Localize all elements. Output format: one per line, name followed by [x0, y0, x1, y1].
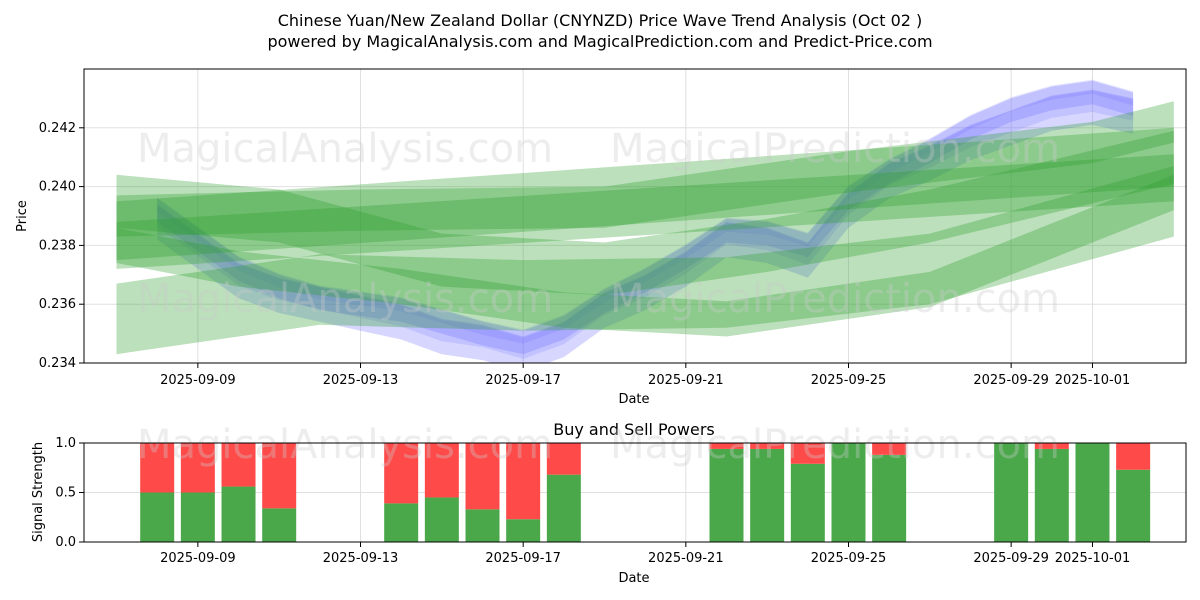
price-x-tick-label: 2025-09-17: [485, 373, 561, 388]
buy-bar: [750, 448, 785, 542]
price-x-tick-label: 2025-09-09: [160, 373, 236, 388]
buy-bar: [424, 497, 459, 542]
sell-bar: [384, 443, 419, 504]
sell-bar: [709, 443, 744, 449]
price-chart: MagicalAnalysis.com MagicalPrediction.co…: [15, 68, 1187, 407]
sell-bar: [140, 443, 175, 493]
sell-bar: [872, 443, 907, 455]
buy-bar: [872, 454, 907, 542]
watermark-6: MagicalPrediction.com: [610, 422, 1060, 468]
price-x-tick-label: 2025-09-21: [648, 373, 724, 388]
buy-bar: [180, 492, 215, 542]
price-y-tick-label: 0.236: [39, 297, 76, 312]
prediction-band-1: [116, 127, 1174, 261]
buy-bar: [790, 463, 825, 542]
price-y-tick-label: 0.234: [39, 356, 76, 371]
price-x-label: Date: [618, 392, 649, 407]
watermark-3: MagicalAnalysis.com: [137, 276, 553, 322]
sell-bar: [1116, 443, 1151, 470]
sell-bar: [506, 443, 541, 520]
signal-y-tick-label: 0.0: [55, 535, 76, 550]
buy-bar: [546, 474, 581, 542]
price-plot-frame: [83, 68, 1187, 364]
signal-chart: Buy and Sell Powers MagicalAnalysis.com …: [31, 420, 1187, 586]
watermark-1: MagicalAnalysis.com: [137, 126, 553, 172]
sell-bar: [221, 443, 256, 487]
sell-bar: [424, 443, 459, 498]
signal-y-label: Signal Strength: [31, 442, 46, 542]
history-band-1: [157, 89, 1134, 363]
sell-bar: [262, 443, 297, 509]
history-band-1-layer: [157, 90, 1134, 359]
signal-x-tick-label: 2025-09-17: [485, 551, 561, 566]
signal-x-tick-label: 2025-09-13: [323, 551, 399, 566]
watermark-2: MagicalPrediction.com: [610, 126, 1060, 172]
signal-y-tick-label: 0.5: [55, 486, 76, 501]
signal-x-tick-label: 2025-10-01: [1055, 551, 1131, 566]
signal-x-tick-label: 2025-09-29: [973, 551, 1049, 566]
buy-bar: [1075, 443, 1110, 542]
buy-bar: [1034, 448, 1069, 542]
price-x-tick-label: 2025-10-01: [1055, 373, 1131, 388]
prediction-band-2: [116, 154, 1174, 269]
chart-title-line2: powered by MagicalAnalysis.com and Magic…: [267, 32, 932, 51]
watermark-4: MagicalPrediction.com: [610, 276, 1060, 322]
signal-chart-title: Buy and Sell Powers: [553, 420, 715, 439]
chart-title-line1: Chinese Yuan/New Zealand Dollar (CNYNZD)…: [278, 11, 923, 30]
signal-x-tick-label: 2025-09-25: [811, 551, 887, 566]
buy-bar: [709, 448, 744, 542]
price-y-label: Price: [15, 200, 30, 232]
prediction-band-5: [116, 101, 1174, 237]
sell-bar: [790, 443, 825, 464]
buy-bar: [506, 519, 541, 542]
history-band-2: [157, 80, 1134, 355]
signal-y-tick-label: 1.0: [55, 436, 76, 451]
sell-bar: [180, 443, 215, 493]
signal-x-label: Date: [618, 571, 649, 586]
prediction-band-3: [116, 166, 1174, 355]
sell-bar: [465, 443, 500, 510]
sell-bar: [546, 443, 581, 475]
price-x-tick-label: 2025-09-13: [323, 373, 399, 388]
price-x-tick-label: 2025-09-29: [973, 373, 1049, 388]
sell-bar: [750, 443, 785, 449]
buy-bar: [1116, 469, 1151, 542]
buy-bar: [831, 443, 866, 542]
buy-bar: [262, 508, 297, 542]
buy-bar: [140, 492, 175, 542]
prediction-band-6: [116, 174, 1174, 337]
signal-x-tick-label: 2025-09-09: [160, 551, 236, 566]
price-y-tick-label: 0.242: [39, 121, 76, 136]
buy-bar: [994, 443, 1029, 542]
signal-x-tick-label: 2025-09-21: [648, 551, 724, 566]
price-y-tick-label: 0.238: [39, 238, 76, 253]
buy-bar: [384, 503, 419, 542]
price-y-tick-label: 0.240: [39, 180, 76, 195]
buy-bar: [465, 509, 500, 542]
price-x-tick-label: 2025-09-25: [811, 373, 887, 388]
watermark-5: MagicalAnalysis.com: [137, 422, 553, 468]
prediction-band-4: [116, 130, 1174, 296]
buy-bar: [221, 486, 256, 542]
sell-bar: [1034, 443, 1069, 449]
